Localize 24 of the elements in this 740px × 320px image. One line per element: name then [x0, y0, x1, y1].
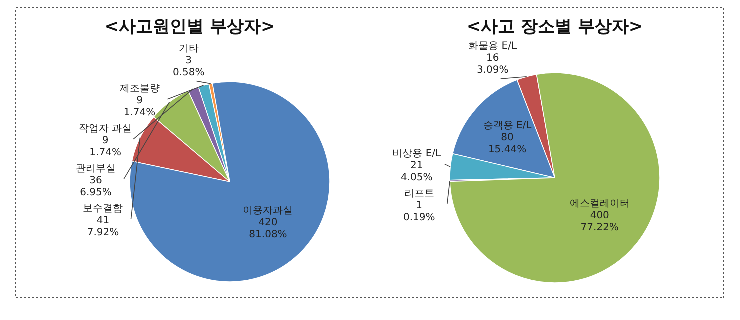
data-label: 16 3.09%: [476, 53, 509, 76]
data-label: 420 81.08%: [249, 218, 288, 241]
slice-label: 에스컬레이터: [570, 198, 630, 210]
data-label: 3 0.58%: [172, 55, 205, 78]
slice-label: 제조불량: [120, 83, 160, 94]
slice-label: 리프트: [404, 188, 434, 200]
slice-label: 이용자과실: [243, 206, 294, 217]
slice-label: 작업자 과실: [78, 123, 132, 134]
data-label: 21 4.05%: [401, 160, 433, 184]
slice-label: 관리부실: [76, 163, 116, 174]
slice-label: 보수결함: [83, 203, 124, 214]
slice-label: 비상용 E/L: [392, 148, 442, 160]
chart-title: <사고원인별 부상자>: [104, 17, 276, 37]
slice-label: 화물용 E/L: [468, 41, 518, 52]
data-label: 400 77.22%: [580, 210, 619, 234]
data-label: 41 7.92%: [87, 215, 120, 238]
slice-label: 기타: [178, 43, 199, 54]
slice-label: 승객용 E/L: [483, 120, 532, 132]
data-label: 9 1.74%: [124, 95, 156, 118]
data-label: 1 0.19%: [403, 200, 436, 224]
chart-title: <사고 장소별 부상자>: [466, 17, 644, 37]
data-label: 80 15.44%: [488, 132, 527, 156]
data-label: 36 6.95%: [80, 175, 112, 198]
data-label: 9 1.74%: [90, 135, 122, 158]
